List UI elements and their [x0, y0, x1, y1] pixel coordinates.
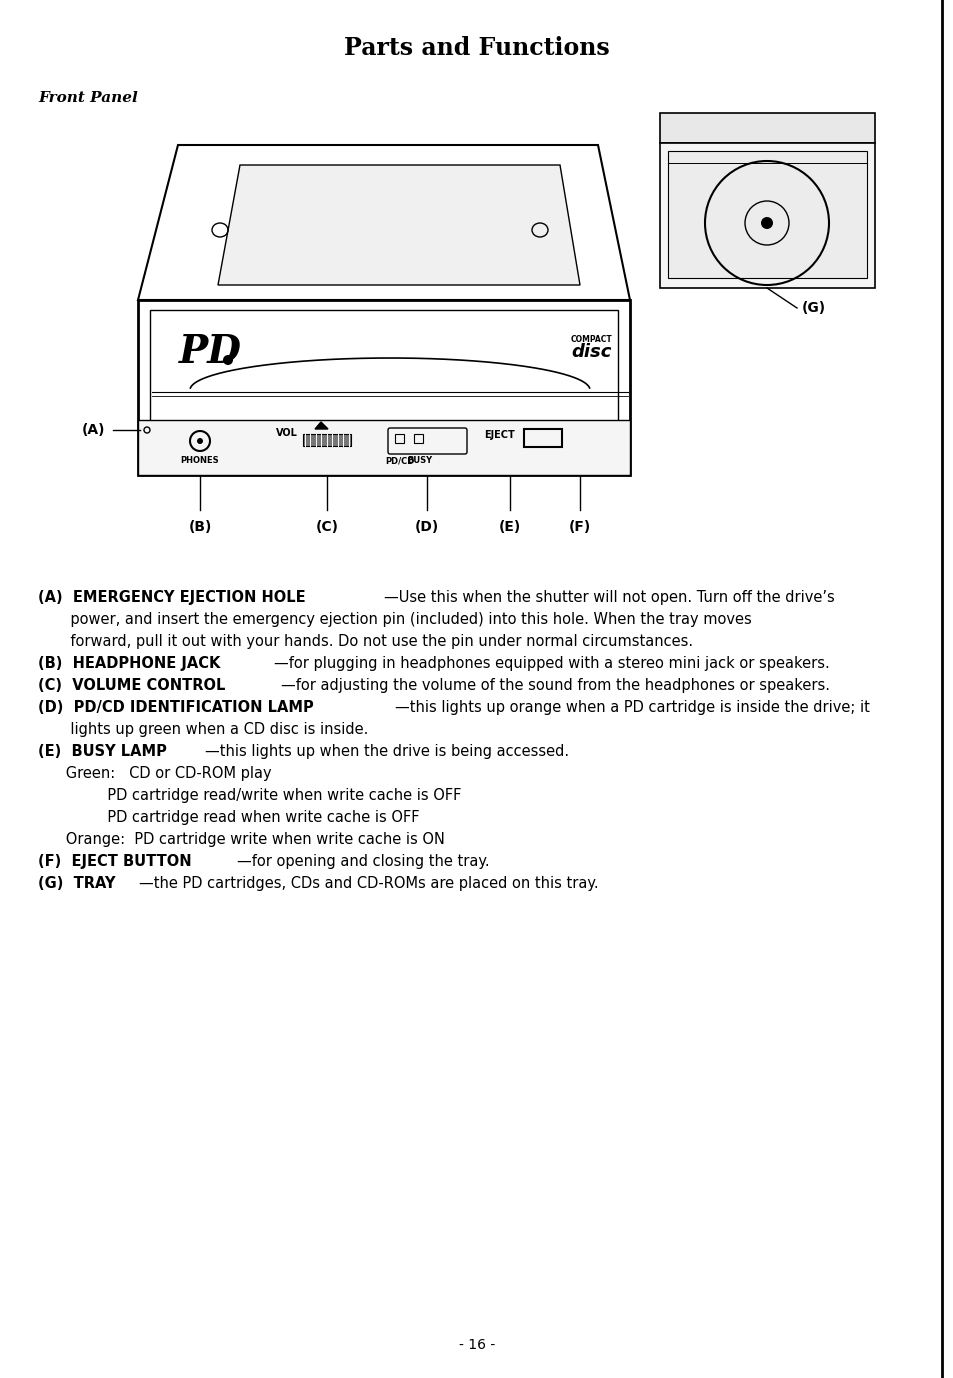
Text: (D)  PD/CD IDENTIFICATION LAMP: (D) PD/CD IDENTIFICATION LAMP [38, 700, 314, 715]
Text: —for opening and closing the tray.: —for opening and closing the tray. [237, 854, 489, 870]
Text: Parts and Functions: Parts and Functions [344, 36, 609, 61]
Text: PD cartridge read when write cache is OFF: PD cartridge read when write cache is OF… [38, 810, 419, 825]
Text: power, and insert the emergency ejection pin (included) into this hole. When the: power, and insert the emergency ejection… [38, 612, 751, 627]
Text: Front Panel: Front Panel [38, 91, 137, 105]
Text: Orange:  PD cartridge write when write cache is ON: Orange: PD cartridge write when write ca… [38, 832, 444, 847]
Circle shape [196, 438, 203, 444]
Text: —for adjusting the volume of the sound from the headphones or speakers.: —for adjusting the volume of the sound f… [280, 678, 829, 693]
Bar [138, 300, 629, 475]
Text: - 16 -: - 16 - [458, 1338, 495, 1352]
Bar [150, 310, 618, 473]
Text: (B): (B) [188, 520, 212, 535]
Text: (C)  VOLUME CONTROL: (C) VOLUME CONTROL [38, 678, 225, 693]
Text: PD/CD: PD/CD [385, 456, 415, 464]
Circle shape [760, 216, 772, 229]
Bar [667, 152, 866, 278]
Text: (G): (G) [801, 300, 825, 316]
Text: COMPACT: COMPACT [571, 335, 612, 344]
Text: (A): (A) [81, 423, 105, 437]
Bar [138, 420, 629, 475]
Text: —the PD cartridges, CDs and CD-ROMs are placed on this tray.: —the PD cartridges, CDs and CD-ROMs are … [139, 876, 598, 892]
Text: PD: PD [178, 333, 241, 371]
Text: (G)  TRAY: (G) TRAY [38, 876, 115, 892]
Text: BUSY: BUSY [407, 456, 432, 464]
Text: —for plugging in headphones equipped with a stereo mini jack or speakers.: —for plugging in headphones equipped wit… [274, 656, 829, 671]
Bar [395, 434, 403, 442]
Polygon shape [659, 113, 874, 143]
Text: (F)  EJECT BUTTON: (F) EJECT BUTTON [38, 854, 192, 870]
Polygon shape [138, 145, 629, 300]
Text: —Use this when the shutter will not open. Turn off the drive’s: —Use this when the shutter will not open… [384, 590, 834, 605]
Text: PD cartridge read/write when write cache is OFF: PD cartridge read/write when write cache… [38, 788, 461, 803]
Text: (B)  HEADPHONE JACK: (B) HEADPHONE JACK [38, 656, 220, 671]
Text: —this lights up orange when a PD cartridge is inside the drive; it: —this lights up orange when a PD cartrid… [395, 700, 869, 715]
Text: PHONES: PHONES [180, 456, 219, 464]
Polygon shape [218, 165, 579, 285]
Text: (E): (E) [498, 520, 520, 535]
Text: Green:   CD or CD-ROM play: Green: CD or CD-ROM play [38, 766, 272, 781]
Text: (C): (C) [315, 520, 338, 535]
Bar [659, 143, 874, 288]
Text: (A)  EMERGENCY EJECTION HOLE: (A) EMERGENCY EJECTION HOLE [38, 590, 305, 605]
Text: forward, pull it out with your hands. Do not use the pin under normal circumstan: forward, pull it out with your hands. Do… [38, 634, 693, 649]
Text: disc: disc [571, 343, 612, 361]
Text: (D): (D) [415, 520, 438, 535]
Polygon shape [314, 422, 328, 429]
Text: lights up green when a CD disc is inside.: lights up green when a CD disc is inside… [38, 722, 368, 737]
Text: (E)  BUSY LAMP: (E) BUSY LAMP [38, 744, 167, 759]
Text: (F): (F) [568, 520, 591, 535]
Text: VOL: VOL [275, 429, 297, 438]
Text: —this lights up when the drive is being accessed.: —this lights up when the drive is being … [205, 744, 569, 759]
Bar [303, 434, 351, 446]
Bar [414, 434, 422, 442]
Text: EJECT: EJECT [483, 430, 515, 440]
Bar [523, 429, 561, 446]
Circle shape [223, 356, 233, 365]
